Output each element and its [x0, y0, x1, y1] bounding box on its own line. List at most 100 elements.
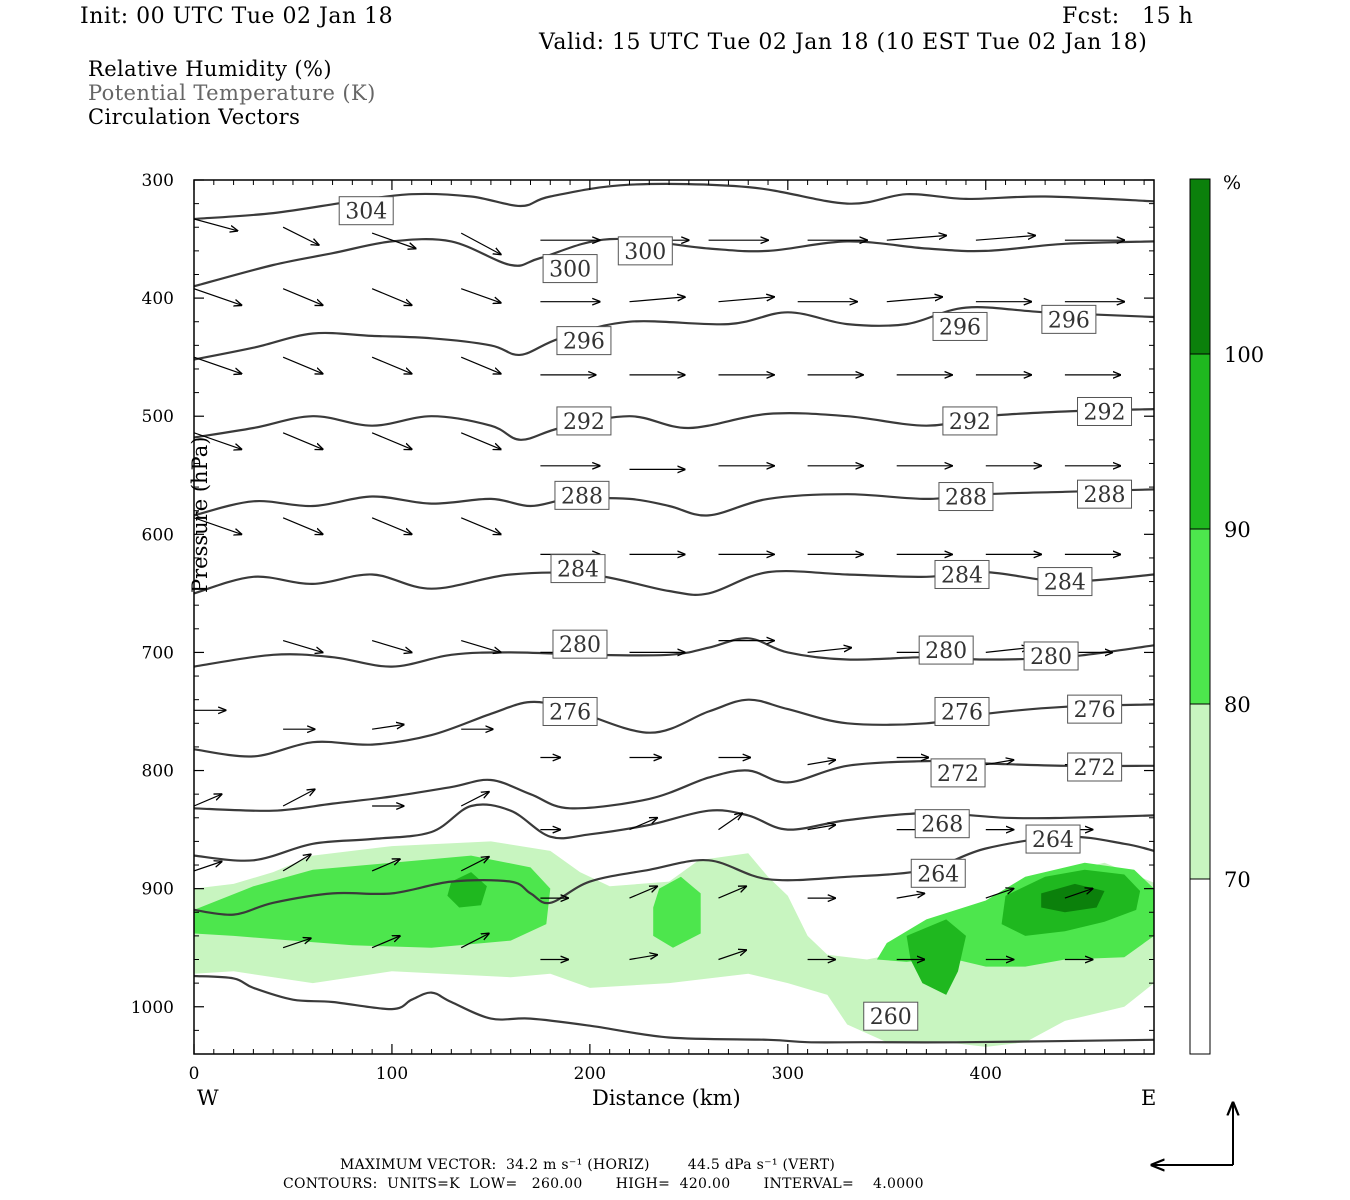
- rh-region-80: [653, 876, 701, 948]
- circulation-vector: [282, 517, 323, 535]
- contour-label-text: 292: [949, 410, 991, 435]
- colorbar-segment: [1189, 353, 1211, 530]
- circulation-vector: [886, 297, 942, 303]
- contour-label-288: 288: [1077, 479, 1133, 509]
- vectors-field-title: Circulation Vectors: [88, 105, 301, 129]
- contour-label-text: 280: [925, 639, 967, 664]
- circulation-vector: [194, 432, 242, 450]
- x-right-label: E: [1141, 1086, 1156, 1110]
- contour-label-text: 280: [1030, 645, 1072, 670]
- circulation-vector: [194, 862, 222, 872]
- circulation-vector: [194, 517, 242, 535]
- circulation-vector: [460, 517, 501, 535]
- contour-label-text: 288: [1084, 483, 1126, 508]
- colorbar-label: 70: [1224, 868, 1251, 892]
- contour-label-box: [1067, 752, 1123, 782]
- contour-label-box: [1041, 304, 1097, 334]
- circulation-vector: [282, 640, 323, 653]
- circulation-vector: [807, 825, 836, 831]
- contour-label-284: 284: [550, 554, 606, 584]
- circulation-vector: [460, 432, 501, 450]
- circulation-vector: [807, 760, 836, 766]
- circulation-vector: [371, 517, 412, 535]
- contour-label-text: 268: [921, 813, 963, 838]
- circulation-vector: [371, 432, 412, 450]
- contour-label-text: 264: [917, 862, 959, 887]
- contour-label-300: 300: [617, 236, 673, 266]
- contour-label-box: [552, 629, 608, 659]
- theta-contour-272: [194, 759, 1154, 812]
- circulation-vector: [194, 794, 222, 807]
- x-tick-label: 0: [189, 1064, 200, 1084]
- contour-label-text: 296: [563, 330, 605, 355]
- circulation-vector: [1064, 889, 1093, 899]
- contour-label-280: 280: [552, 629, 608, 659]
- contour-label-box: [938, 482, 994, 512]
- contour-label-296: 296: [932, 311, 988, 341]
- contour-label-268: 268: [914, 809, 970, 839]
- colorbar-label: 80: [1224, 693, 1251, 717]
- circulation-vector: [718, 950, 747, 961]
- contour-label-box: [542, 696, 598, 726]
- colorbar-unit: %: [1223, 172, 1241, 194]
- circulation-vector: [282, 226, 319, 245]
- contour-label-text: 272: [1074, 756, 1116, 781]
- contour-label-304: 304: [338, 196, 394, 226]
- circulation-vector: [629, 886, 658, 899]
- y-tick-label: 900: [142, 880, 174, 900]
- rh-field-title: Relative Humidity (%): [88, 57, 332, 81]
- circulation-vector: [718, 813, 743, 831]
- circulation-vector: [461, 640, 501, 653]
- contour-label-box: [554, 480, 610, 510]
- contour-label-text: 296: [1048, 308, 1090, 333]
- y-tick-label: 1000: [131, 998, 174, 1018]
- contour-label-box: [556, 326, 612, 356]
- contour-label-text: 292: [563, 410, 605, 435]
- y-tick-label: 300: [142, 171, 174, 191]
- contour-labels: 304 300 300 296 296 296 292 292 292 288 288 288 284 2…: [338, 196, 1133, 1031]
- circulation-vector: [460, 934, 489, 949]
- circulation-vector: [718, 886, 747, 899]
- contour-label-box: [542, 254, 598, 284]
- theta-contour-288: [194, 488, 1154, 517]
- circulation-vector: [372, 725, 404, 730]
- contour-label-284: 284: [1037, 567, 1093, 597]
- circulation-vector: [371, 288, 412, 306]
- contour-label-box: [1067, 694, 1123, 724]
- contour-label-text: 284: [557, 558, 599, 583]
- y-tick-label: 700: [142, 643, 174, 663]
- contour-label-box: [617, 236, 673, 266]
- contour-label-296: 296: [1041, 304, 1097, 334]
- circulation-vector: [371, 859, 400, 872]
- contour-label-box: [556, 406, 612, 436]
- circulation-vector: [282, 356, 323, 374]
- rh-region-80: [194, 855, 551, 948]
- y-tick-label: 600: [142, 525, 174, 545]
- contour-label-288: 288: [938, 482, 994, 512]
- circulation-vector: [460, 288, 501, 303]
- colorbar-label: 100: [1224, 343, 1264, 367]
- circulation-vector: [194, 218, 238, 231]
- circulation-vector: [194, 288, 242, 306]
- x-tick-label: 100: [376, 1064, 408, 1084]
- contour-label-276: 276: [542, 696, 598, 726]
- contour-label-text: 276: [1074, 698, 1116, 723]
- theta-contour-304: [194, 182, 1154, 221]
- max-vector-info: MAXIMUM VECTOR: 34.2 m s⁻¹ (HORIZ) 44.5 …: [340, 1157, 836, 1173]
- circulation-vector: [371, 936, 400, 949]
- contour-label-text: 288: [561, 484, 603, 509]
- contour-label-box: [1077, 479, 1133, 509]
- colorbar-segment: [1189, 528, 1211, 705]
- contour-label-box: [934, 559, 990, 589]
- axes: 300 400 500 600 700 800 900 1000 0 100 200 300 400: [131, 171, 1154, 1084]
- circulation-vector: [282, 432, 323, 450]
- contour-label-272: 272: [930, 758, 986, 788]
- colorbar-label: 90: [1224, 518, 1251, 542]
- theta-contour-260: [194, 974, 1154, 1044]
- contour-label-text: 300: [549, 258, 591, 283]
- contour-label-text: 288: [945, 486, 987, 511]
- theta-contour-296: [194, 306, 1154, 361]
- circulation-vector: [460, 857, 489, 872]
- circulation-vector: [282, 854, 311, 872]
